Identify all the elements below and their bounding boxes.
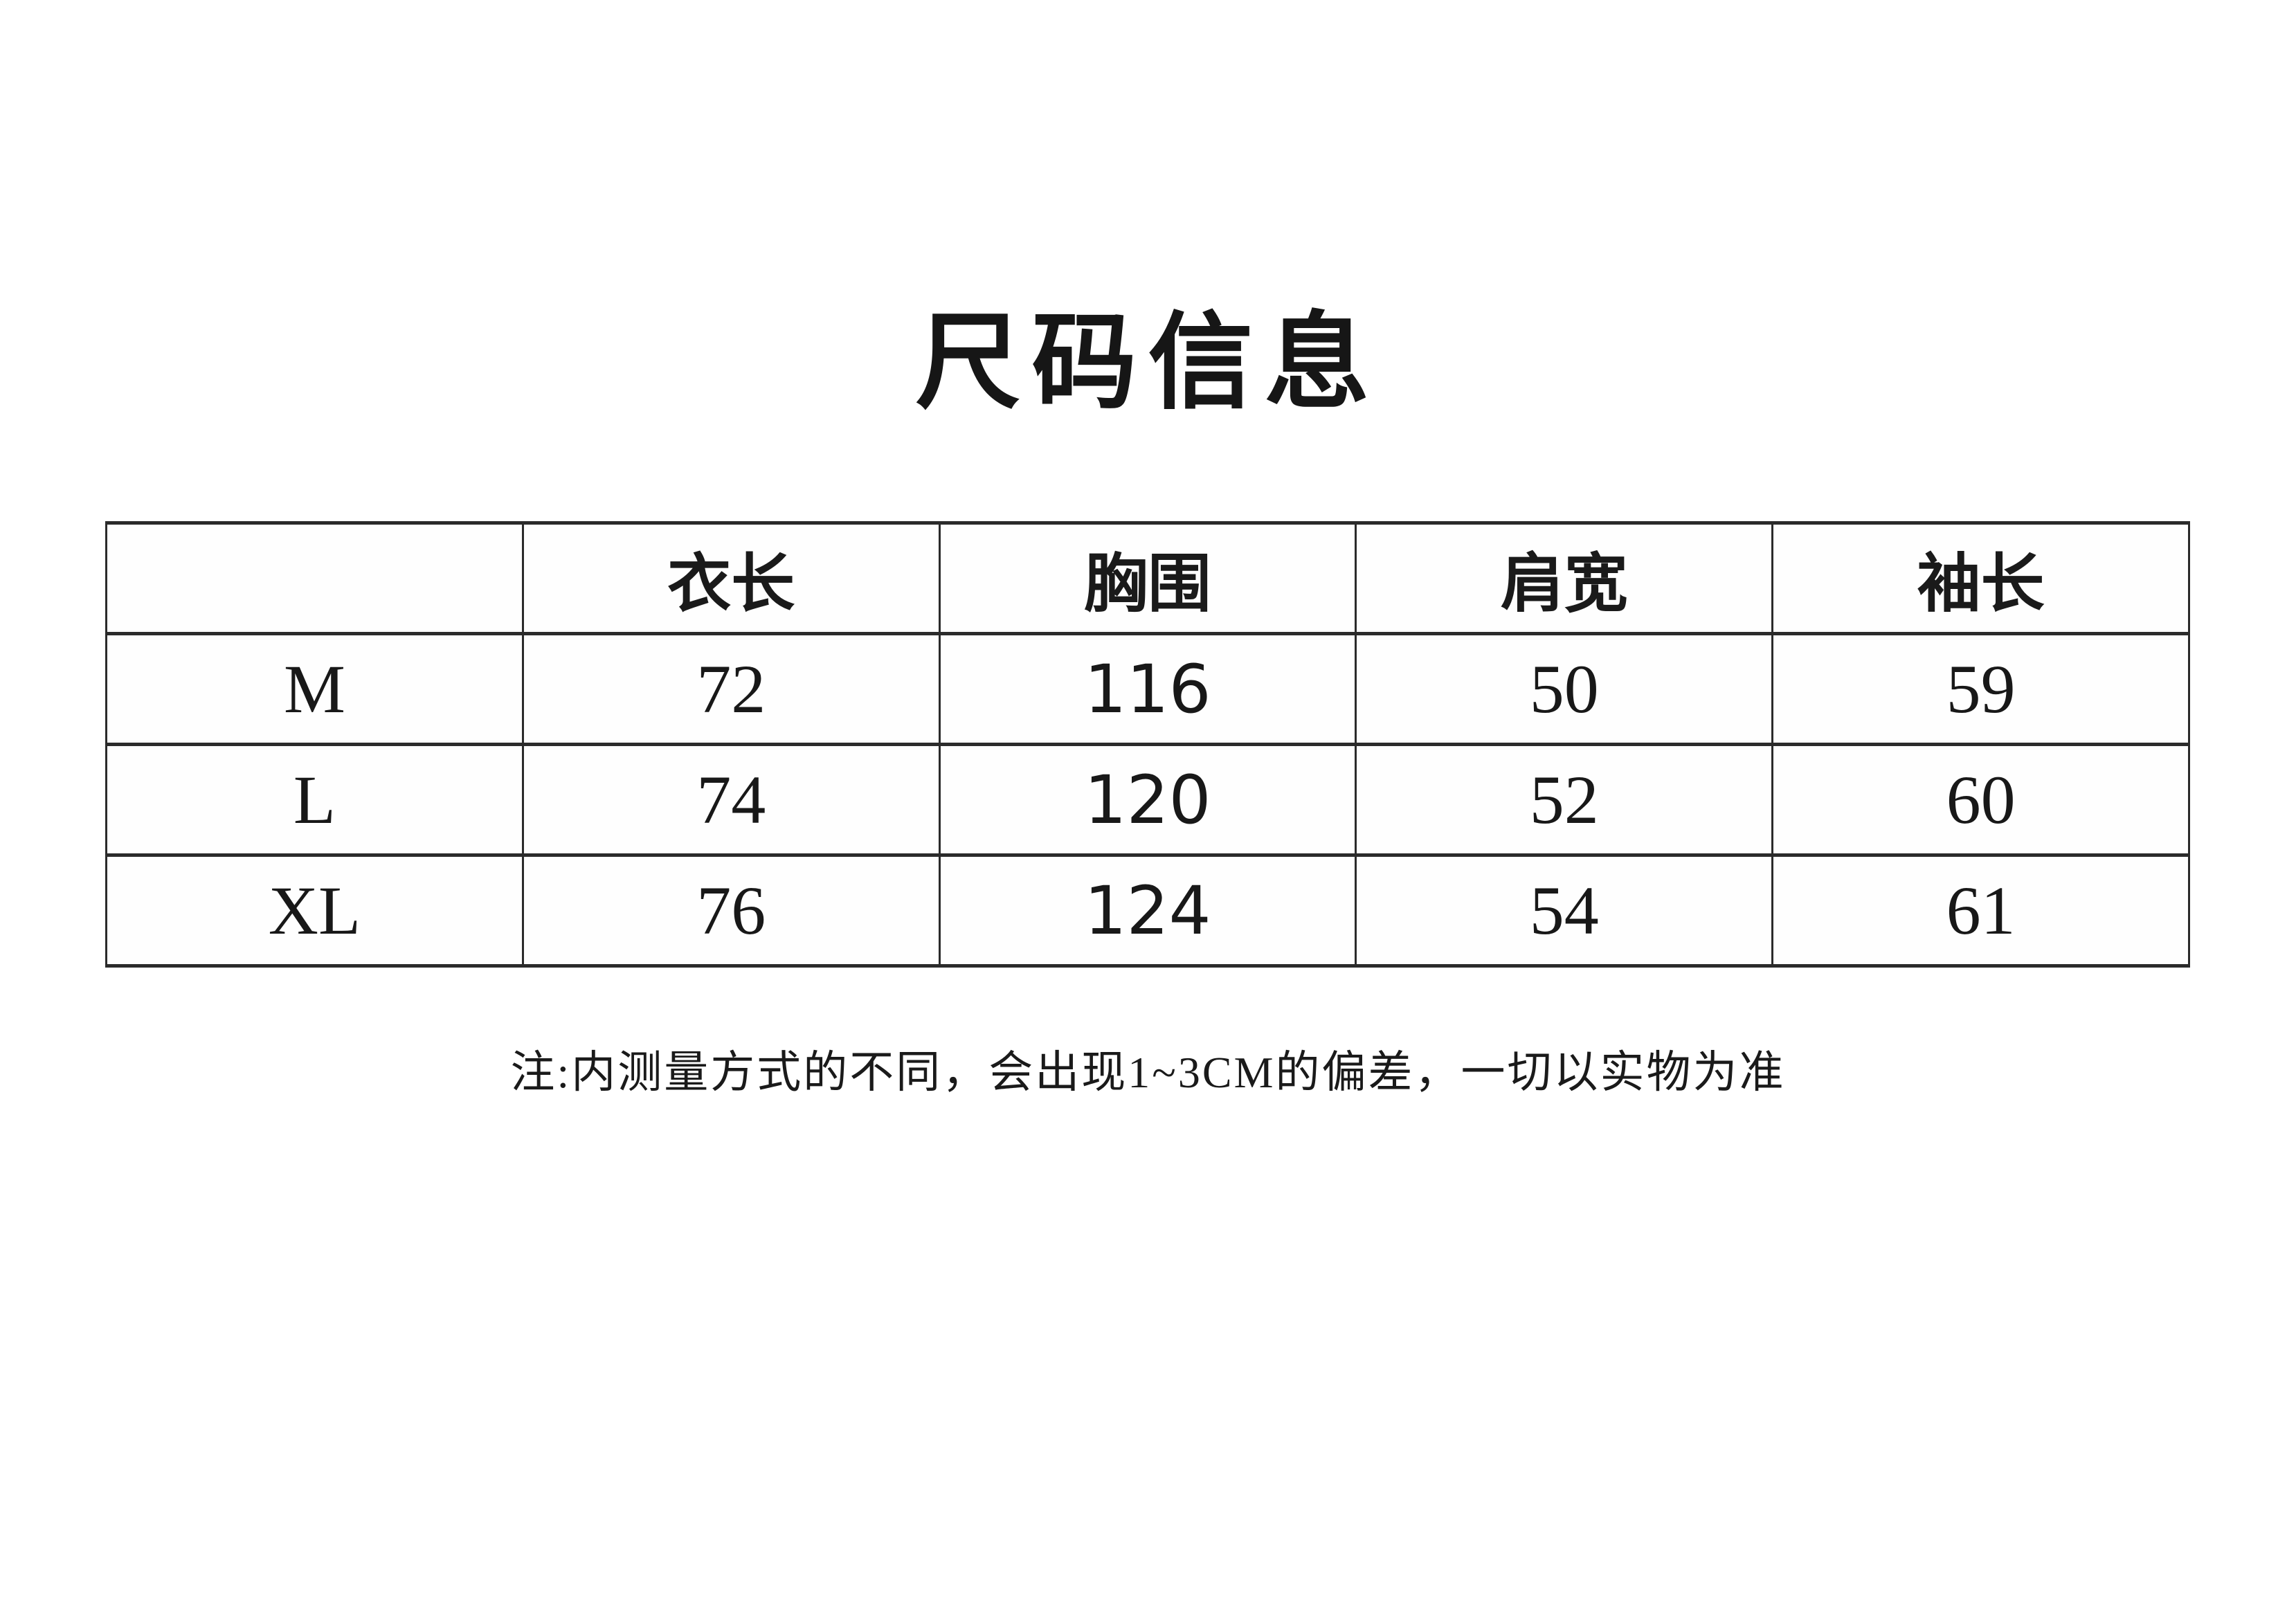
m-chest: 116 <box>938 632 1357 746</box>
l-chest: 120 <box>938 743 1357 857</box>
xl-garment-length: 76 <box>521 853 941 968</box>
header-chest: 胸围 <box>938 521 1357 635</box>
table-row-m: M 72 116 50 59 <box>105 632 2190 746</box>
m-garment-length: 72 <box>521 632 941 746</box>
header-sleeve: 袖长 <box>1771 521 2190 635</box>
table-row-xl: XL 76 124 54 61 <box>105 853 2190 968</box>
size-label-l: L <box>105 743 524 857</box>
size-table: 衣长 胸围 肩宽 袖长 M 72 116 50 59 L 74 120 52 6… <box>105 521 2190 968</box>
header-row: 衣长 胸围 肩宽 袖长 <box>105 521 2190 635</box>
header-blank-cell <box>105 521 524 635</box>
header-garment-length: 衣长 <box>521 521 941 635</box>
size-label-xl: XL <box>105 853 524 968</box>
l-garment-length: 74 <box>521 743 941 857</box>
xl-sleeve: 61 <box>1771 853 2190 968</box>
table-row-l: L 74 120 52 60 <box>105 743 2190 857</box>
xl-shoulder: 54 <box>1355 853 1774 968</box>
l-sleeve: 60 <box>1771 743 2190 857</box>
page-title: 尺码信息 <box>915 305 1381 421</box>
l-shoulder: 52 <box>1355 743 1774 857</box>
measurement-note: 注:内测量方式的不同，会出现1~3CM的偏差，一切以实物为准 <box>510 1048 1786 1097</box>
xl-chest: 124 <box>938 853 1357 968</box>
size-label-m: M <box>105 632 524 746</box>
m-sleeve: 59 <box>1771 632 2190 746</box>
m-shoulder: 50 <box>1355 632 1774 746</box>
header-shoulder: 肩宽 <box>1355 521 1774 635</box>
